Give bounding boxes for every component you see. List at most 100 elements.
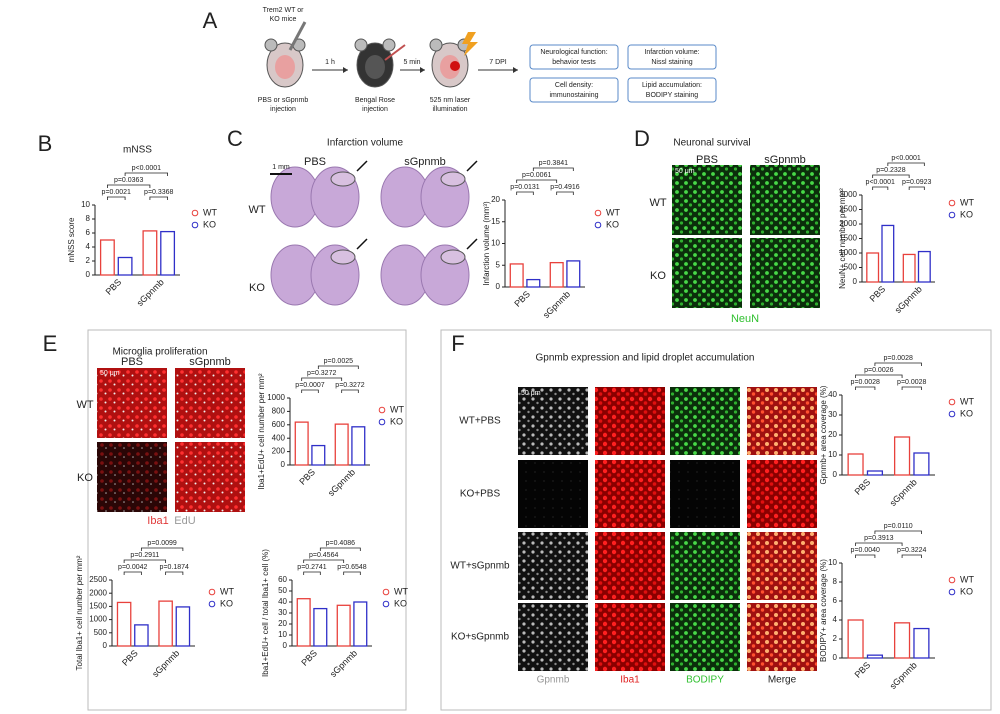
legend-marker: [378, 406, 386, 414]
bracket: [343, 571, 361, 575]
micrograph: [518, 387, 588, 455]
legend-marker: [191, 209, 199, 217]
y-tick-label: 5: [496, 260, 501, 269]
y-tick-label: 6: [833, 596, 838, 605]
micrograph: [595, 460, 665, 528]
legend-marker: [208, 588, 216, 596]
micrograph: [747, 603, 817, 671]
p-value: p=0.0028: [883, 355, 912, 362]
legend-marker: [382, 600, 390, 608]
y-tick-label: 0: [103, 641, 108, 650]
bracket: [319, 547, 361, 551]
legend-marker: [948, 199, 956, 207]
x-tick-label: sGpnmb: [888, 660, 919, 691]
bracket: [874, 530, 922, 534]
label: Nissl staining: [651, 59, 692, 66]
label: Infarction volume:: [644, 49, 699, 56]
bar: [175, 606, 191, 647]
label: KO: [249, 282, 265, 294]
label: illumination: [432, 106, 467, 113]
bar: [893, 436, 911, 476]
bar: [866, 252, 880, 283]
bracket: [901, 386, 922, 390]
p-value: p=0.0021: [102, 189, 131, 196]
y-tick-label: 400: [272, 433, 286, 442]
bracket: [855, 542, 903, 546]
y-axis-label: BODIPY+ area coverage (%): [819, 559, 828, 662]
legend-label: KO: [390, 416, 403, 426]
y-tick-label: 0: [833, 470, 838, 479]
bar: [351, 426, 366, 466]
y-tick-label: 1500: [839, 234, 857, 243]
outcome-box: [627, 77, 717, 103]
x-tick-label: sGpnmb: [135, 277, 166, 308]
p-value: p=0.0923: [902, 179, 931, 186]
p-value: p=0.3272: [335, 382, 364, 389]
bracket: [149, 196, 168, 200]
label: WT+sGpnmb: [450, 561, 510, 572]
panel-letter: B: [38, 131, 53, 156]
bracket: [855, 386, 876, 390]
micrograph: [518, 532, 588, 600]
mouse-icon: [264, 38, 278, 52]
p-value: p<0.0001: [132, 165, 161, 172]
label: WT: [649, 197, 666, 209]
p-value: p=0.0061: [522, 172, 551, 179]
bar: [117, 256, 133, 276]
legend-marker: [948, 398, 956, 406]
label: BODIPY: [686, 675, 724, 686]
p-value: p=0.3841: [539, 160, 568, 167]
bar: [160, 230, 176, 276]
legend-label: WT: [394, 586, 408, 596]
y-tick-label: 20: [278, 619, 287, 628]
bracket: [301, 377, 343, 381]
legend-label: WT: [960, 574, 974, 584]
legend-marker: [948, 576, 956, 584]
bar: [881, 224, 895, 283]
y-tick-label: 3000: [839, 190, 857, 199]
bar: [847, 453, 864, 476]
micrograph: [518, 460, 588, 528]
bracket: [123, 559, 167, 563]
y-tick-label: 2: [86, 256, 91, 265]
panel-title: Infarction volume: [327, 138, 404, 149]
x-tick-label: PBS: [297, 467, 317, 487]
micrograph: [750, 238, 820, 308]
bracket: [556, 191, 574, 195]
chart-title: mNSS: [123, 145, 152, 156]
legend-label: WT: [960, 396, 974, 406]
bar: [913, 452, 930, 476]
legend-marker: [378, 418, 386, 426]
bar: [99, 239, 115, 276]
legend-label: KO: [960, 586, 973, 596]
micrograph: [97, 368, 167, 438]
bracket: [887, 162, 925, 166]
p-value: p=0.3368: [144, 189, 173, 196]
bar: [313, 607, 328, 647]
legend-marker: [191, 221, 199, 229]
bar: [917, 250, 931, 283]
label: sGpnmb: [189, 356, 231, 368]
arrow-head: [513, 67, 518, 73]
label: KO+PBS: [460, 489, 501, 500]
label: WT+PBS: [459, 416, 501, 427]
p-value: p=0.3913: [864, 535, 893, 542]
label: 50 μm: [675, 168, 695, 175]
p-value: p=0.0042: [118, 564, 147, 571]
bar: [902, 253, 916, 283]
y-axis-label: Iba1+EdU+ cell / total Iba1+ cell (%): [261, 549, 270, 677]
y-tick-label: 1000: [839, 248, 857, 257]
p-value: p=0.2741: [297, 564, 326, 571]
bracket: [303, 571, 321, 575]
bar: [847, 619, 864, 659]
bar: [158, 600, 173, 647]
bracket: [874, 362, 922, 366]
label: PBS: [121, 356, 143, 368]
panel-letter: D: [634, 126, 650, 151]
micrograph: [672, 238, 742, 308]
y-tick-label: 2: [833, 634, 838, 643]
legend-label: KO: [203, 219, 216, 229]
y-tick-label: 10: [828, 558, 837, 567]
y-tick-label: 0: [853, 277, 858, 286]
bar: [334, 423, 349, 466]
